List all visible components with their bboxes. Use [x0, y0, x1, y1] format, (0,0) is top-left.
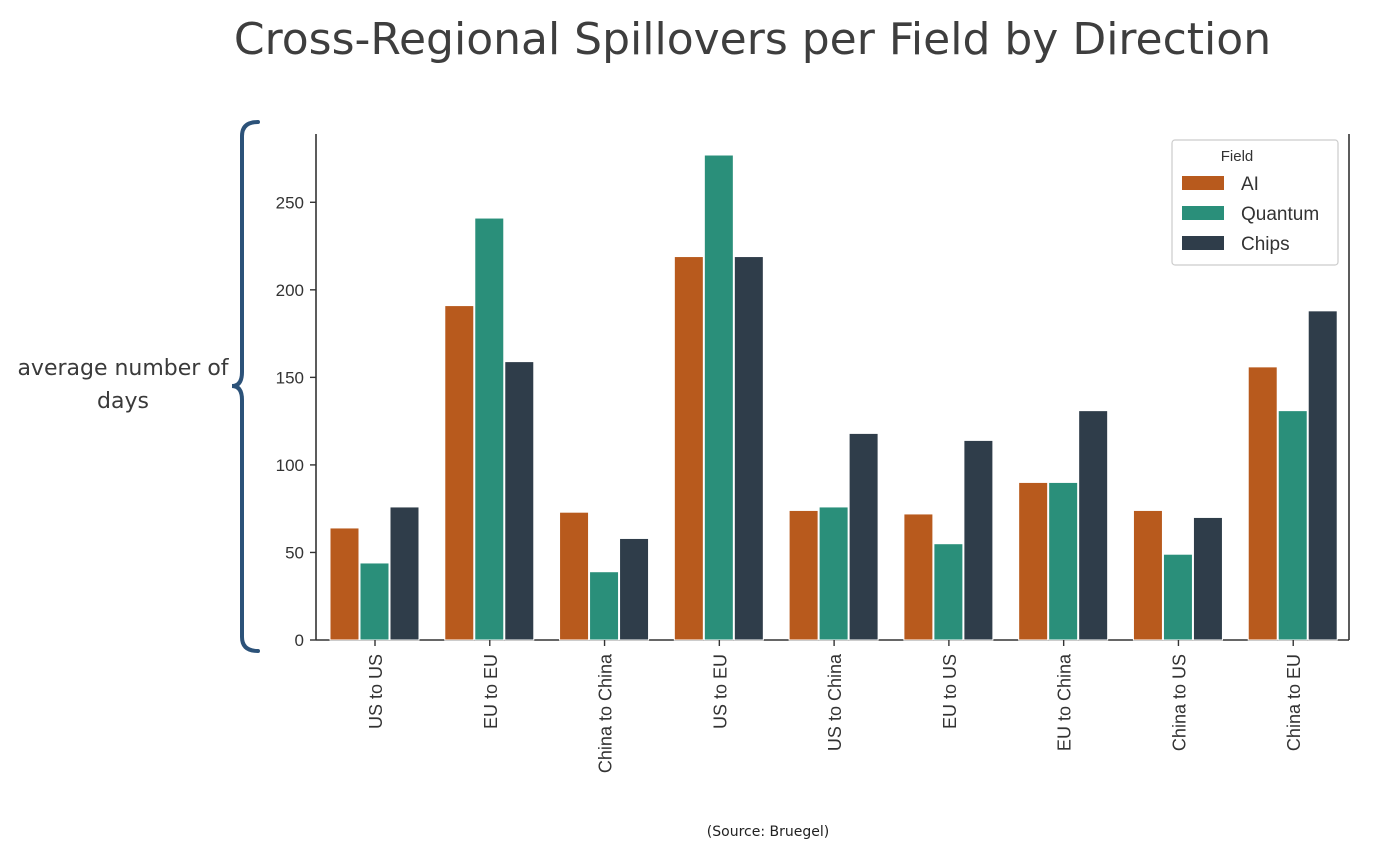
bar-ai-3: [673, 256, 704, 641]
x-tick-label: US to EU: [710, 654, 730, 729]
bar-chips-0: [389, 506, 420, 641]
bar-ai-5: [903, 513, 934, 641]
chart-title: Cross-Regional Spillovers per Field by D…: [233, 14, 1272, 65]
y-tick-label: 50: [285, 543, 304, 562]
bar-chips-3: [733, 256, 764, 641]
bar-quantum-6: [1048, 481, 1079, 641]
y-ticks: 0 50 100 150 200 250: [276, 193, 316, 650]
legend-title: Field: [1221, 148, 1254, 165]
bar-ai-7: [1132, 509, 1163, 641]
legend-swatch-ai: [1182, 176, 1224, 190]
bar-quantum-7: [1162, 553, 1193, 641]
bar-ai-6: [1018, 481, 1049, 641]
bars: [329, 154, 1338, 641]
y-tick-label: 150: [276, 368, 304, 387]
bar-ai-2: [559, 511, 590, 641]
bar-quantum-5: [933, 543, 964, 641]
y-tick-label: 0: [295, 631, 304, 650]
source-note: (Source: Bruegel): [706, 824, 830, 840]
bar-ai-8: [1247, 366, 1278, 641]
x-tick-label: China to China: [596, 653, 616, 773]
legend-swatch-chips: [1182, 236, 1224, 250]
bar-chips-1: [504, 361, 535, 641]
bar-chips-8: [1307, 310, 1338, 641]
bar-ai-4: [788, 509, 819, 641]
bar-quantum-2: [589, 571, 620, 641]
bar-chips-6: [1078, 410, 1109, 641]
bar-chips-2: [619, 537, 650, 641]
y-tick-label: 250: [276, 193, 304, 212]
y-tick-label: 200: [276, 281, 304, 300]
bar-quantum-3: [703, 154, 734, 641]
legend-label-chips: Chips: [1241, 234, 1290, 255]
bar-ai-0: [329, 527, 360, 641]
bar-chips-4: [848, 432, 879, 641]
x-ticks: US to US EU to EU China to China US to EU US…: [366, 640, 1304, 773]
x-tick-label: EU to China: [1055, 653, 1075, 751]
legend: Field AI Quantum Chips: [1171, 139, 1339, 266]
x-tick-label: China to US: [1169, 654, 1189, 751]
legend-label-quantum: Quantum: [1241, 204, 1319, 225]
x-tick-label: US to US: [366, 654, 386, 729]
bar-quantum-0: [359, 562, 390, 641]
bar-quantum-8: [1277, 410, 1308, 641]
y-tick-label: 100: [276, 456, 304, 475]
x-tick-label: US to China: [825, 653, 845, 751]
legend-label-ai: AI: [1241, 174, 1259, 195]
y-axis-label: average number of days: [17, 356, 229, 414]
bar-chips-7: [1192, 516, 1223, 641]
bar-quantum-1: [474, 217, 505, 641]
bar-chips-5: [963, 439, 994, 641]
legend-box: [1171, 139, 1339, 266]
x-tick-label: EU to EU: [481, 654, 501, 729]
legend-swatch-quantum: [1182, 206, 1224, 220]
bar-ai-1: [444, 305, 475, 641]
bar-quantum-4: [818, 506, 849, 641]
x-tick-label: China to EU: [1284, 654, 1304, 751]
y-axis-bracket: [231, 120, 260, 653]
x-tick-label: EU to US: [940, 654, 960, 729]
